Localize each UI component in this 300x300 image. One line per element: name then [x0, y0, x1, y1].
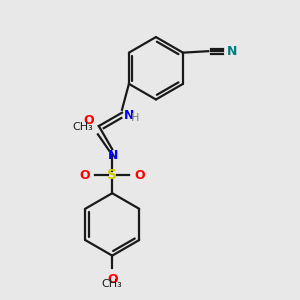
Text: CH₃: CH₃: [73, 122, 94, 132]
Text: CH₃: CH₃: [102, 278, 123, 289]
Text: N: N: [124, 109, 134, 122]
Text: O: O: [134, 169, 145, 182]
Text: O: O: [79, 169, 90, 182]
Text: O: O: [107, 273, 118, 286]
Text: H: H: [131, 113, 139, 123]
Text: N: N: [227, 45, 237, 58]
Text: N: N: [108, 148, 118, 162]
Text: O: O: [83, 114, 94, 127]
Text: S: S: [107, 168, 117, 182]
